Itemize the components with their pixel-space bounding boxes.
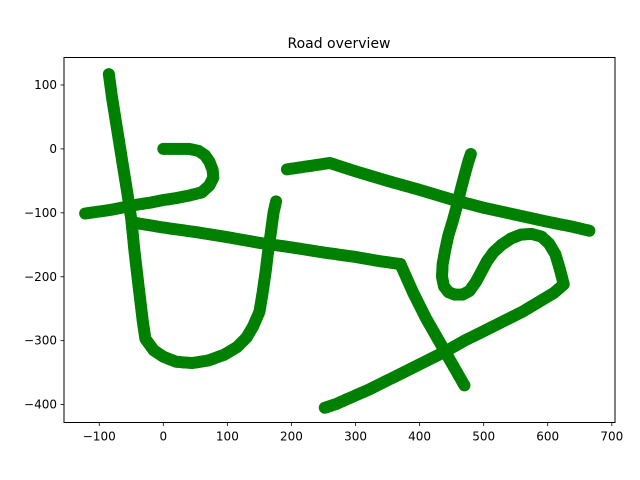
x-tick-label: 400	[408, 430, 431, 444]
x-tick-label: 700	[600, 430, 623, 444]
y-tick-label: −100	[24, 206, 57, 220]
y-axis: −400 −300 −200 −100 0 100	[24, 78, 64, 412]
y-tick-label: −200	[24, 270, 57, 284]
x-tick-label: 500	[472, 430, 495, 444]
road-point	[270, 195, 283, 208]
y-tick-label: 100	[34, 78, 57, 92]
road-segment-5	[280, 156, 596, 237]
x-tick-label: 100	[216, 430, 239, 444]
road-point	[583, 224, 596, 237]
axes-frame	[63, 57, 616, 423]
y-tick-label: 0	[49, 142, 57, 156]
road-point	[458, 379, 471, 392]
road-segment-6	[318, 148, 570, 414]
chart-title: Road overview	[287, 36, 390, 52]
road-markers	[79, 68, 596, 414]
road-point	[79, 207, 92, 220]
x-tick-label: −100	[83, 430, 116, 444]
x-tick-label: 600	[536, 430, 559, 444]
x-axis: −100 0 100 200 300 400 500 600 700	[83, 422, 623, 444]
road-point	[318, 401, 331, 414]
x-tick-label: 200	[280, 430, 303, 444]
y-tick-label: −400	[24, 398, 57, 412]
y-tick-label: −300	[24, 334, 57, 348]
x-tick-label: 0	[159, 430, 167, 444]
x-tick-label: 300	[344, 430, 367, 444]
road-segment-2	[79, 142, 220, 220]
road-segment-1	[102, 68, 283, 370]
